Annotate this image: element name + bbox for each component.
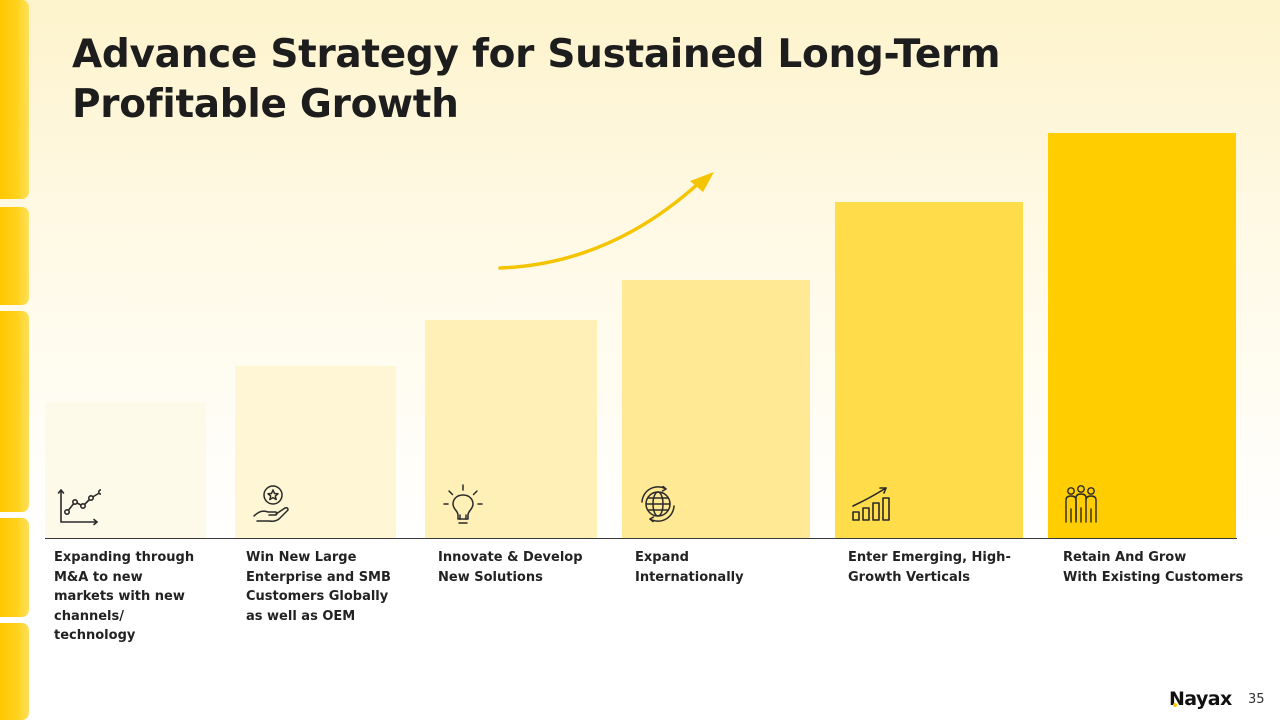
side-strip-4: [0, 518, 29, 617]
logo-accent-dot: [1173, 703, 1177, 707]
side-strip-2: [0, 207, 29, 305]
side-strip-5: [0, 623, 29, 720]
step-label-3: Innovate & Develop New Solutions: [438, 550, 583, 585]
step-bar-6: [1048, 133, 1236, 538]
growth-arrow: [498, 172, 714, 270]
page-number: 35: [1248, 692, 1265, 707]
lightbulb-icon: [441, 482, 485, 526]
step-label-4: Expand Internationally: [635, 550, 744, 585]
baseline: [45, 538, 1237, 539]
step-bar-4: [622, 280, 810, 538]
side-strip-1: [0, 0, 29, 199]
nayax-logo: Nayax: [1169, 688, 1232, 710]
people-group-icon: [1059, 482, 1103, 526]
step-bar-5: [835, 202, 1023, 538]
step-bar-1: [45, 402, 206, 538]
line-chart-icon: [57, 482, 101, 526]
step-label-5: Enter Emerging, High- Growth Verticals: [848, 550, 1011, 585]
step-bar-2: [235, 366, 396, 538]
step-label-6: Retain And Grow With Existing Customers: [1063, 550, 1244, 585]
hand-star-icon: [251, 482, 295, 526]
step-label-1: Expanding through M&A to new markets wit…: [54, 550, 195, 643]
globe-icon: [636, 482, 680, 526]
step-label-2: Win New Large Enterprise and SMB Custome…: [246, 550, 391, 624]
slide-title: Advance Strategy for Sustained Long-Term…: [72, 32, 1001, 127]
side-strip-3: [0, 311, 29, 512]
growth-chart-icon: [848, 482, 892, 526]
